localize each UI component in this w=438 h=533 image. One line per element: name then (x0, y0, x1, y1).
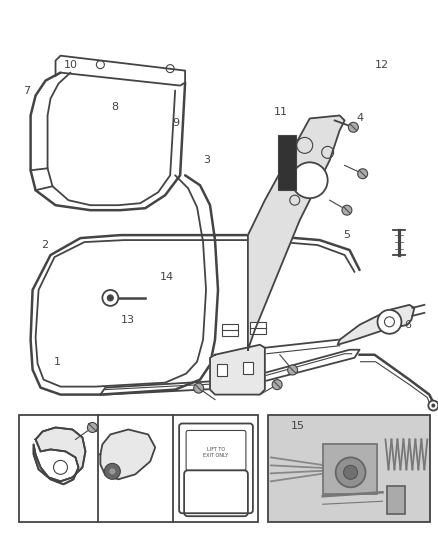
Polygon shape (209, 345, 264, 394)
Circle shape (377, 310, 400, 334)
Text: 13: 13 (120, 314, 134, 325)
Polygon shape (100, 430, 155, 479)
Text: 6: 6 (403, 320, 410, 330)
Bar (249, 322, 265, 334)
Bar (267, 415, 429, 522)
Bar (322, 445, 377, 494)
Text: 3: 3 (202, 155, 209, 165)
Text: 7: 7 (23, 86, 31, 96)
Circle shape (107, 295, 113, 301)
Text: 9: 9 (172, 118, 179, 128)
Circle shape (53, 461, 67, 474)
Text: 4: 4 (355, 113, 362, 123)
Circle shape (357, 169, 367, 179)
Bar (222, 324, 237, 336)
Circle shape (109, 469, 115, 474)
FancyBboxPatch shape (179, 424, 252, 513)
Text: 8: 8 (111, 102, 118, 112)
Text: 11: 11 (273, 108, 287, 117)
Text: 1: 1 (54, 357, 61, 367)
Circle shape (335, 457, 365, 487)
Circle shape (341, 205, 351, 215)
Circle shape (87, 423, 97, 432)
Circle shape (287, 365, 297, 375)
Text: 15: 15 (290, 421, 304, 431)
Text: LIFT TO
EXIT ONLY: LIFT TO EXIT ONLY (203, 447, 228, 458)
Polygon shape (337, 305, 413, 345)
Circle shape (104, 463, 120, 479)
Text: 10: 10 (64, 60, 78, 70)
Polygon shape (247, 116, 344, 350)
Text: 2: 2 (41, 240, 48, 251)
Bar (18, 415, 257, 522)
Text: 14: 14 (159, 272, 173, 282)
Polygon shape (55, 55, 185, 86)
Circle shape (348, 122, 357, 132)
Circle shape (431, 403, 434, 408)
Circle shape (343, 465, 357, 479)
Polygon shape (100, 350, 359, 394)
Circle shape (102, 290, 118, 306)
Bar (387, 486, 404, 514)
Polygon shape (34, 427, 85, 484)
Circle shape (427, 401, 437, 410)
Bar (277, 135, 295, 190)
Circle shape (291, 163, 327, 198)
Bar (242, 362, 252, 374)
Circle shape (193, 383, 203, 393)
Text: 12: 12 (374, 60, 388, 70)
Text: 5: 5 (342, 230, 349, 240)
Circle shape (272, 379, 282, 390)
Bar (216, 364, 226, 376)
